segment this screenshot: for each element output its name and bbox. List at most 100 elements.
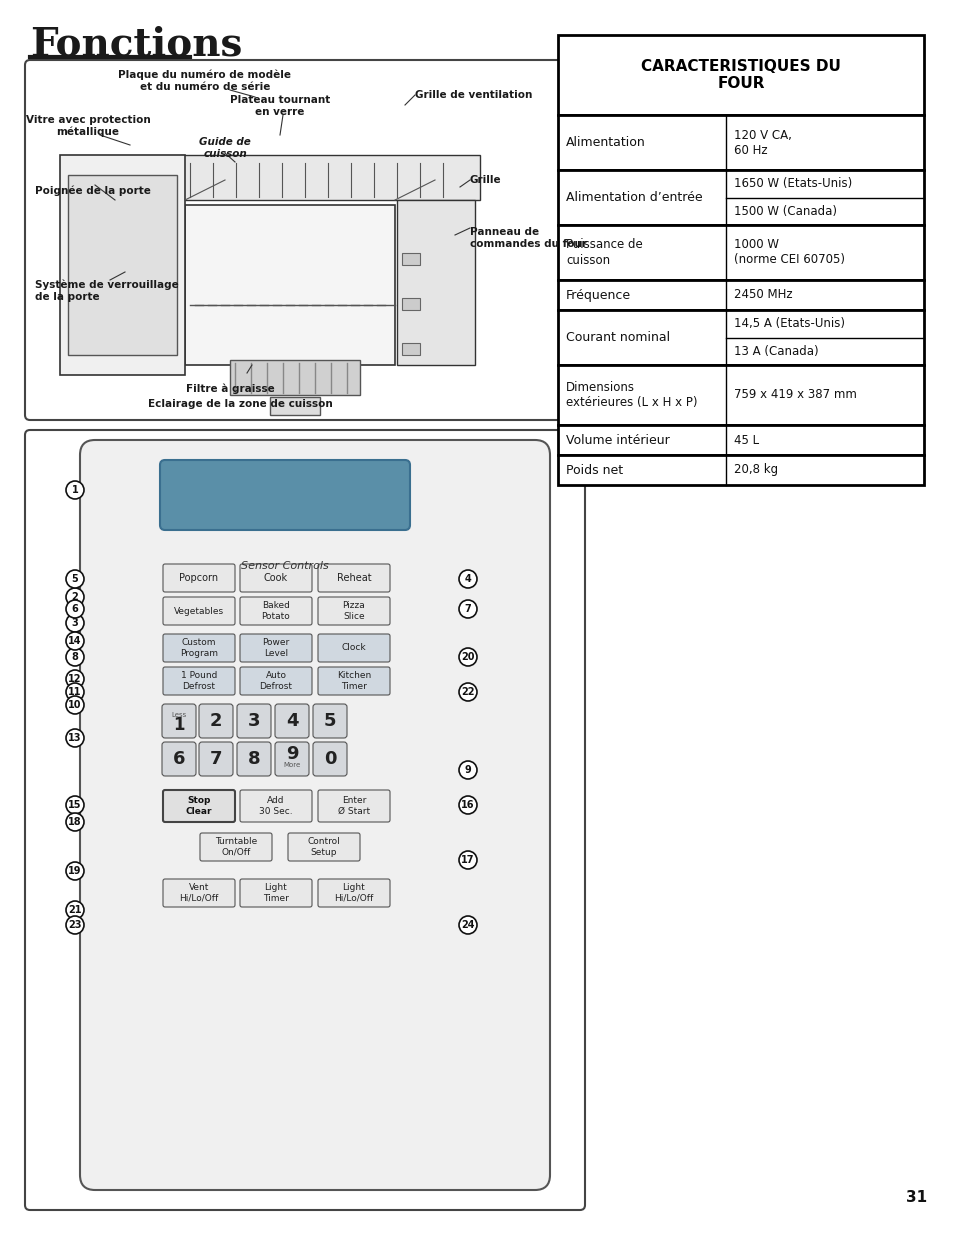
FancyBboxPatch shape (200, 832, 272, 861)
Circle shape (458, 851, 476, 869)
Circle shape (66, 480, 84, 499)
Text: Plateau tournant
en verre: Plateau tournant en verre (230, 95, 330, 116)
FancyBboxPatch shape (25, 61, 564, 420)
FancyBboxPatch shape (274, 742, 309, 776)
Circle shape (458, 571, 476, 588)
Text: Vegetables: Vegetables (173, 606, 224, 615)
Text: 16: 16 (460, 800, 475, 810)
Text: Turntable
On/Off: Turntable On/Off (214, 837, 257, 857)
Circle shape (458, 600, 476, 618)
Circle shape (66, 683, 84, 701)
Text: 13 A (Canada): 13 A (Canada) (734, 345, 818, 358)
Text: 45 L: 45 L (734, 433, 759, 447)
Text: 2: 2 (71, 592, 78, 601)
Text: 0: 0 (323, 750, 335, 768)
FancyBboxPatch shape (163, 667, 234, 695)
FancyBboxPatch shape (163, 597, 234, 625)
Text: Fréquence: Fréquence (565, 289, 631, 301)
Text: 19: 19 (69, 866, 82, 876)
Bar (558, 170, 923, 225)
Bar (558, 366, 923, 425)
Text: Vitre avec protection
métallique: Vitre avec protection métallique (26, 115, 151, 137)
Text: 31: 31 (905, 1191, 926, 1205)
Text: 13: 13 (69, 734, 82, 743)
Text: Guide de
cuisson: Guide de cuisson (199, 137, 251, 158)
Circle shape (66, 862, 84, 881)
Text: 9: 9 (464, 764, 471, 776)
Text: Filtre à graisse: Filtre à graisse (186, 383, 274, 394)
Text: 6: 6 (71, 604, 78, 614)
FancyBboxPatch shape (236, 704, 271, 739)
Circle shape (66, 902, 84, 919)
FancyBboxPatch shape (25, 430, 584, 1210)
Text: 4: 4 (286, 713, 298, 730)
FancyBboxPatch shape (163, 879, 234, 906)
Text: Système de verrouillage
de la porte: Système de verrouillage de la porte (35, 280, 178, 303)
Text: 759 x 419 x 387 mm: 759 x 419 x 387 mm (734, 389, 857, 401)
Text: 20: 20 (460, 652, 475, 662)
Bar (401, 343, 419, 354)
FancyBboxPatch shape (162, 704, 195, 739)
Text: Alimentation d’entrée: Alimentation d’entrée (565, 191, 702, 204)
Text: Kitchen
Timer: Kitchen Timer (336, 672, 371, 690)
Text: 1650 W (Etats-Unis): 1650 W (Etats-Unis) (734, 178, 852, 190)
Circle shape (458, 761, 476, 779)
Text: Sensor Controls: Sensor Controls (241, 561, 329, 571)
Text: 1000 W
(norme CEI 60705): 1000 W (norme CEI 60705) (734, 238, 844, 267)
FancyBboxPatch shape (288, 832, 359, 861)
Circle shape (66, 632, 84, 650)
FancyBboxPatch shape (162, 742, 195, 776)
FancyBboxPatch shape (163, 634, 234, 662)
Bar (270, 396, 319, 415)
Circle shape (458, 648, 476, 666)
Text: 3: 3 (248, 713, 260, 730)
Circle shape (66, 813, 84, 831)
Text: Poignée de la porte: Poignée de la porte (35, 185, 151, 195)
FancyBboxPatch shape (236, 742, 271, 776)
Text: Poids net: Poids net (565, 463, 622, 477)
FancyBboxPatch shape (80, 440, 550, 1191)
Text: More: More (283, 762, 300, 768)
Text: Dimensions
extérieures (L x H x P): Dimensions extérieures (L x H x P) (565, 382, 697, 409)
Text: 7: 7 (210, 750, 222, 768)
Text: Clock: Clock (341, 643, 366, 652)
FancyBboxPatch shape (240, 634, 312, 662)
Text: Power
Level: Power Level (262, 638, 290, 658)
Text: CARACTERISTIQUES DU
FOUR: CARACTERISTIQUES DU FOUR (640, 59, 840, 91)
Text: 23: 23 (69, 920, 82, 930)
Text: 17: 17 (460, 855, 475, 864)
Circle shape (66, 571, 84, 588)
Bar (401, 298, 419, 310)
FancyBboxPatch shape (163, 790, 234, 823)
FancyBboxPatch shape (317, 879, 390, 906)
Circle shape (66, 697, 84, 714)
Text: Enter
Ø Start: Enter Ø Start (337, 797, 370, 815)
Circle shape (66, 729, 84, 747)
Text: 5: 5 (71, 574, 78, 584)
Bar (558, 310, 923, 366)
Text: 18: 18 (68, 818, 82, 827)
Bar (401, 253, 419, 266)
FancyBboxPatch shape (317, 634, 390, 662)
FancyBboxPatch shape (317, 564, 390, 592)
Bar (558, 454, 923, 485)
Text: 8: 8 (71, 652, 78, 662)
Text: 120 V CA,
60 Hz: 120 V CA, 60 Hz (734, 128, 791, 157)
Circle shape (66, 797, 84, 814)
Text: Pizza
Slice: Pizza Slice (342, 601, 365, 621)
FancyBboxPatch shape (163, 564, 234, 592)
Text: 12: 12 (69, 674, 82, 684)
Bar (558, 280, 923, 310)
FancyBboxPatch shape (240, 790, 312, 823)
Text: Eclairage de la zone de cuisson: Eclairage de la zone de cuisson (148, 399, 332, 409)
FancyBboxPatch shape (240, 564, 312, 592)
Text: 14: 14 (69, 636, 82, 646)
Text: 6: 6 (172, 750, 185, 768)
Text: Courant nominal: Courant nominal (565, 331, 669, 345)
Text: Plaque du numéro de modèle
et du numéro de série: Plaque du numéro de modèle et du numéro … (118, 70, 292, 93)
FancyBboxPatch shape (240, 597, 312, 625)
Text: Reheat: Reheat (336, 573, 371, 583)
Text: Alimentation: Alimentation (565, 136, 645, 149)
FancyBboxPatch shape (317, 667, 390, 695)
Text: 1500 W (Canada): 1500 W (Canada) (734, 205, 837, 217)
